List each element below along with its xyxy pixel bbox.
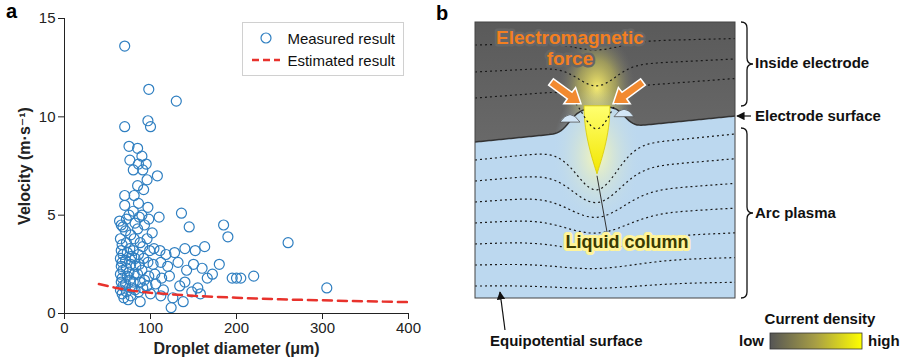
- svg-text:Liquid column: Liquid column: [566, 232, 689, 252]
- svg-text:0: 0: [47, 304, 55, 321]
- html-text:Measured result: Measured result: [287, 29, 395, 47]
- svg-text:Arc plasma: Arc plasma: [755, 204, 837, 221]
- svg-text:0: 0: [60, 319, 68, 336]
- svg-text:100: 100: [138, 319, 163, 336]
- html-text:Estimated result: Estimated result: [287, 51, 395, 69]
- svg-text:Droplet diameter (μm): Droplet diameter (μm): [153, 340, 319, 357]
- svg-text:400: 400: [396, 319, 421, 336]
- html-text:a: a: [6, 0, 18, 22]
- svg-text:Inside electrode: Inside electrode: [755, 54, 869, 71]
- svg-text:b: b: [436, 2, 448, 24]
- svg-text:Electromagnetic: Electromagnetic: [496, 27, 644, 48]
- svg-text:Equipotential surface: Equipotential surface: [490, 332, 643, 349]
- svg-text:low: low: [739, 332, 764, 349]
- svg-text:Electrode surface: Electrode surface: [755, 107, 881, 124]
- svg-text:200: 200: [224, 319, 249, 336]
- svg-text:5: 5: [47, 206, 55, 223]
- svg-text:Velocity (m·s⁻¹): Velocity (m·s⁻¹): [16, 107, 33, 225]
- svg-text:15: 15: [39, 9, 56, 26]
- svg-text:10: 10: [39, 108, 56, 125]
- svg-text:Current density: Current density: [765, 310, 877, 327]
- svg-text:300: 300: [310, 319, 335, 336]
- svg-text:high: high: [868, 332, 900, 349]
- svg-text:force: force: [547, 48, 593, 69]
